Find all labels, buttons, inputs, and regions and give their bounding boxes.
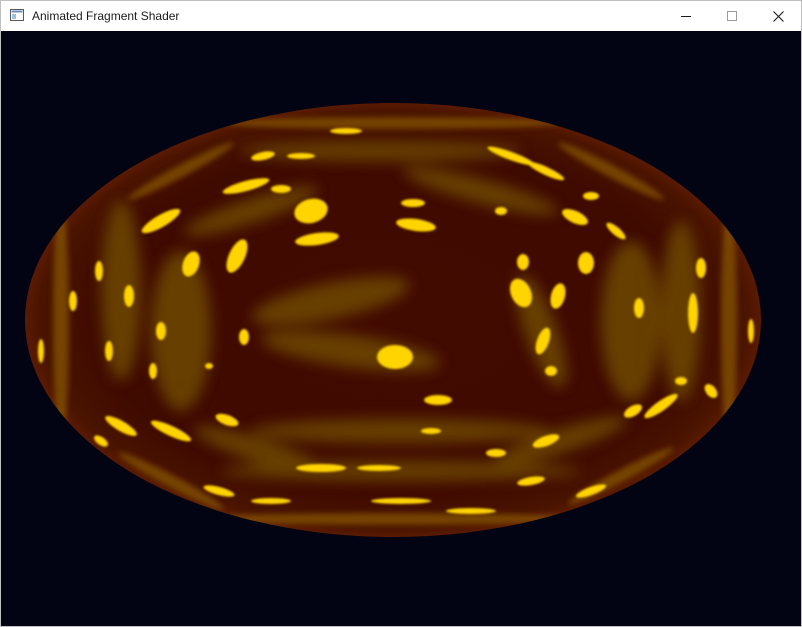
minimize-button[interactable] [663,1,709,31]
close-button[interactable] [755,1,801,31]
close-icon [772,10,784,22]
maximize-button[interactable] [709,1,755,31]
window-title: Animated Fragment Shader [32,9,180,23]
title-bar[interactable]: Animated Fragment Shader [1,1,801,31]
shader-pattern [38,117,754,525]
app-window-icon [10,9,24,21]
maximize-icon [727,11,737,21]
minimize-icon [681,16,691,17]
render-viewport[interactable] [1,31,801,626]
shader-render-canvas [25,103,761,537]
